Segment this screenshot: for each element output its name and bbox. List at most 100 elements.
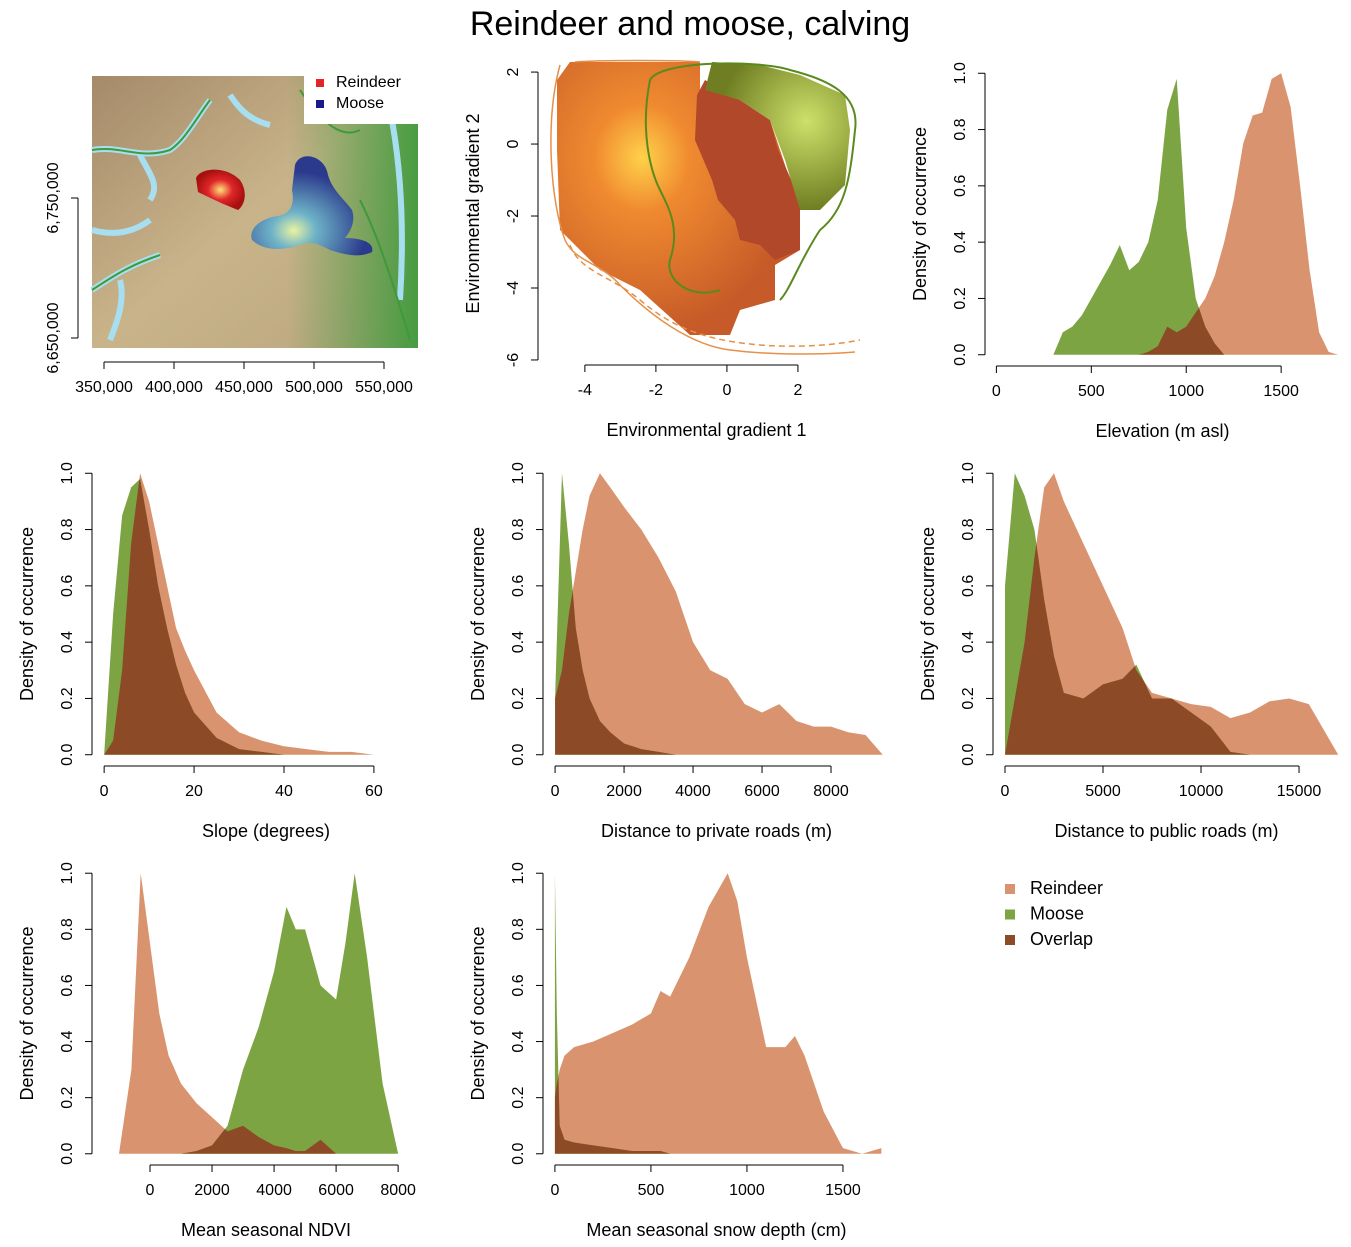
reindeer-area bbox=[555, 873, 881, 1154]
x-tick-label: 60 bbox=[365, 783, 383, 800]
x-tick-label: 2000 bbox=[194, 1182, 230, 1199]
x-tick-label: -4 bbox=[578, 382, 592, 399]
x-tick-label: 20 bbox=[185, 783, 203, 800]
y-tick-label: 0.6 bbox=[510, 974, 527, 996]
x-tick-label: 1500 bbox=[825, 1182, 861, 1199]
x-tick-label: 6000 bbox=[744, 783, 780, 800]
y-tick-label: 0.2 bbox=[510, 1086, 527, 1108]
y-tick-label: 0.6 bbox=[952, 175, 969, 197]
x-axis-title: Elevation (m asl) bbox=[1095, 421, 1229, 441]
niche-heatmap bbox=[551, 61, 860, 355]
y-tick-label: 0.4 bbox=[960, 631, 977, 653]
x-tick-label: 500 bbox=[638, 1182, 665, 1199]
x-axis-title: Environmental gradient 1 bbox=[606, 420, 806, 440]
x-tick-label: 1500 bbox=[1263, 383, 1299, 400]
y-axis-title: Density of occurrence bbox=[17, 926, 37, 1100]
y-tick-label: 0.6 bbox=[59, 974, 76, 996]
y-tick-label: 0.8 bbox=[59, 518, 76, 540]
y-tick-label: 0.0 bbox=[960, 744, 977, 766]
x-tick-label: 8000 bbox=[380, 1182, 416, 1199]
y-tick-label: 0.6 bbox=[960, 575, 977, 597]
x-tick-label: 1000 bbox=[1168, 383, 1204, 400]
x-axis-title: Distance to public roads (m) bbox=[1054, 821, 1278, 841]
x-tick-label: 0 bbox=[722, 382, 731, 399]
x-axis-title: Distance to private roads (m) bbox=[601, 821, 832, 841]
y-tick-label: 0.6 bbox=[510, 575, 527, 597]
y-tick-label: 6,650,000 bbox=[45, 302, 62, 373]
legend-label: Reindeer bbox=[1030, 878, 1103, 898]
figure-title: Reindeer and moose, calving bbox=[470, 5, 910, 43]
y-tick-label: 0.4 bbox=[510, 1030, 527, 1052]
figure: Reindeer and moose, calving Reindeer Moos… bbox=[0, 0, 1351, 1247]
x-tick-label: 15000 bbox=[1277, 783, 1322, 800]
y-tick-label: 0.2 bbox=[960, 687, 977, 709]
x-tick-label: 0 bbox=[992, 383, 1001, 400]
legend-swatch bbox=[1005, 910, 1015, 920]
y-tick-label: 0 bbox=[505, 140, 522, 149]
y-tick-label: 0.0 bbox=[510, 1143, 527, 1165]
x-tick-label: 400,000 bbox=[145, 379, 203, 396]
reindeer-area bbox=[555, 473, 883, 754]
x-tick-label: 1000 bbox=[729, 1182, 765, 1199]
x-tick-label: 450,000 bbox=[215, 379, 273, 396]
x-tick-label: 4000 bbox=[675, 783, 711, 800]
x-tick-label: 0 bbox=[100, 783, 109, 800]
y-tick-label: 0.0 bbox=[59, 1143, 76, 1165]
y-tick-label: 0.0 bbox=[510, 744, 527, 766]
x-axis-title: Slope (degrees) bbox=[202, 821, 330, 841]
x-tick-label: 10000 bbox=[1179, 783, 1224, 800]
y-tick-label: 1.0 bbox=[59, 462, 76, 484]
x-tick-label: 40 bbox=[275, 783, 293, 800]
y-tick-label: 0.2 bbox=[59, 1086, 76, 1108]
x-tick-label: 0 bbox=[551, 783, 560, 800]
x-tick-label: 2000 bbox=[606, 783, 642, 800]
x-tick-label: 0 bbox=[1001, 783, 1010, 800]
x-tick-label: 0 bbox=[550, 1182, 559, 1199]
legend-swatch bbox=[316, 79, 324, 87]
x-axis-title: Mean seasonal snow depth (cm) bbox=[586, 1220, 846, 1240]
y-tick-label: 6,750,000 bbox=[45, 162, 62, 233]
y-tick-label: 0.0 bbox=[952, 344, 969, 366]
y-tick-label: 0.4 bbox=[59, 631, 76, 653]
y-tick-label: 1.0 bbox=[59, 862, 76, 884]
x-tick-label: 500,000 bbox=[285, 379, 343, 396]
y-tick-label: 0.2 bbox=[952, 287, 969, 309]
x-axis-title: Mean seasonal NDVI bbox=[181, 1220, 351, 1240]
legend-label: Reindeer bbox=[336, 74, 402, 91]
legend-label: Moose bbox=[1030, 903, 1084, 923]
y-tick-label: 0.4 bbox=[59, 1030, 76, 1052]
legend-swatch bbox=[1005, 884, 1015, 894]
y-tick-label: 0.8 bbox=[952, 118, 969, 140]
y-tick-label: 1.0 bbox=[952, 62, 969, 84]
legend-label: Moose bbox=[336, 95, 384, 112]
y-axis-title: Density of occurrence bbox=[468, 527, 488, 701]
y-tick-label: 2 bbox=[505, 68, 522, 77]
legend-swatch bbox=[1005, 935, 1015, 945]
x-tick-label: 4000 bbox=[256, 1182, 292, 1199]
overlap-area bbox=[104, 479, 374, 755]
y-tick-label: 0.0 bbox=[59, 744, 76, 766]
legend-swatch bbox=[316, 100, 324, 108]
x-tick-label: 5000 bbox=[1085, 783, 1121, 800]
y-tick-label: 0.2 bbox=[59, 687, 76, 709]
x-tick-label: 0 bbox=[146, 1182, 155, 1199]
x-tick-label: 550,000 bbox=[355, 379, 413, 396]
y-tick-label: 0.8 bbox=[510, 918, 527, 940]
y-tick-label: -4 bbox=[505, 281, 522, 295]
x-tick-label: 500 bbox=[1078, 383, 1105, 400]
y-axis-title: Density of occurrence bbox=[910, 127, 930, 301]
x-tick-label: 350,000 bbox=[75, 379, 133, 396]
y-tick-label: 0.4 bbox=[510, 631, 527, 653]
y-axis-title: Environmental gradient 2 bbox=[463, 113, 483, 313]
y-tick-label: -6 bbox=[505, 353, 522, 367]
x-tick-label: 2 bbox=[793, 382, 802, 399]
y-axis-title: Density of occurrence bbox=[468, 926, 488, 1100]
y-tick-label: 0.8 bbox=[960, 518, 977, 540]
x-tick-label: 6000 bbox=[318, 1182, 354, 1199]
map-image bbox=[92, 76, 418, 348]
x-tick-label: -2 bbox=[649, 382, 663, 399]
y-tick-label: 1.0 bbox=[510, 462, 527, 484]
y-tick-label: 1.0 bbox=[510, 862, 527, 884]
y-axis-title: Density of occurrence bbox=[918, 527, 938, 701]
y-tick-label: 0.4 bbox=[952, 231, 969, 253]
